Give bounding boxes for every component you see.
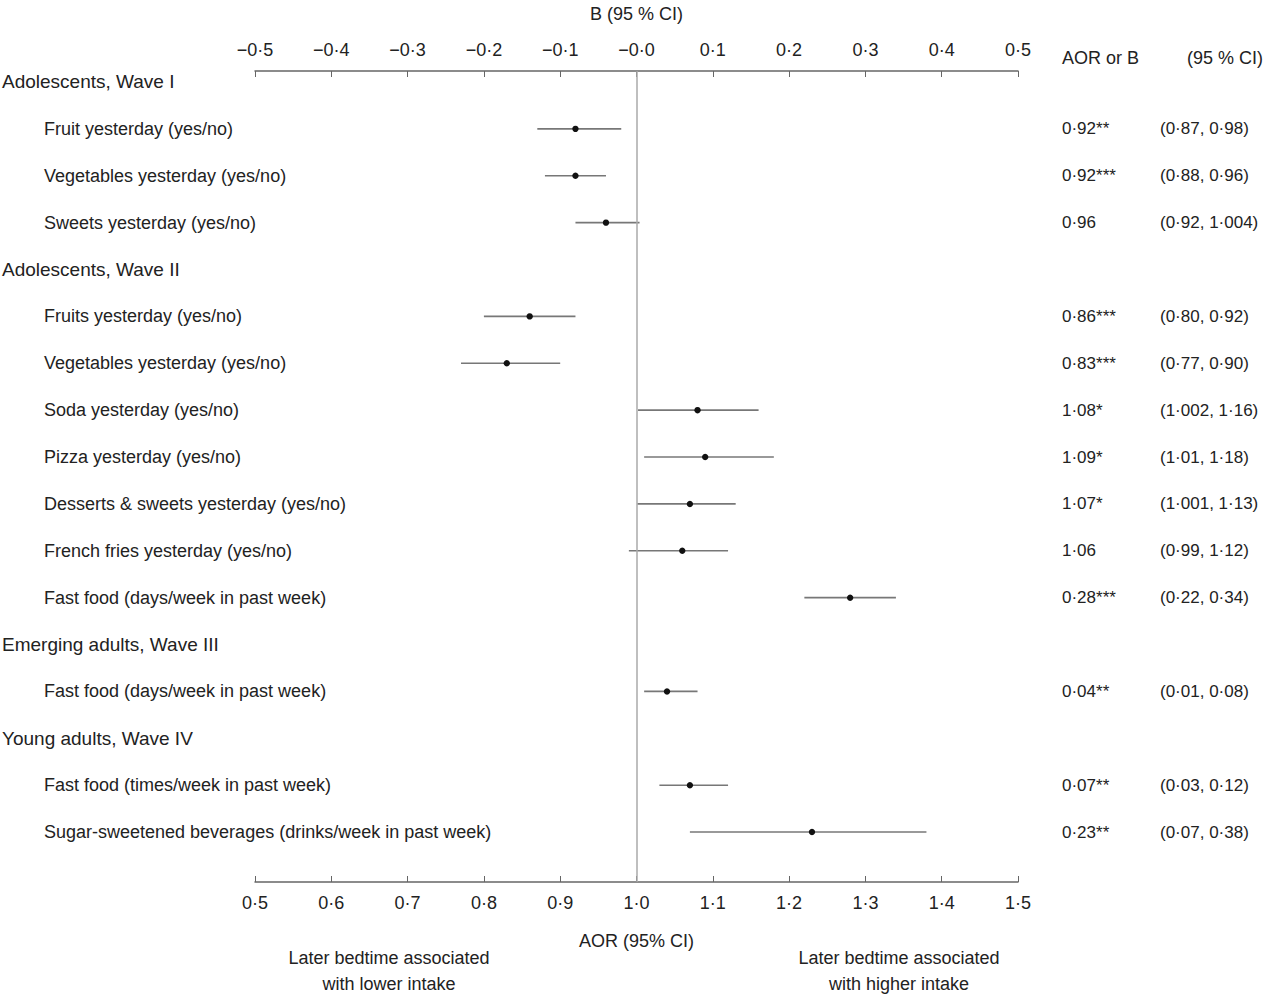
svg-text:(0·77, 0·90): (0·77, 0·90): [1160, 354, 1249, 373]
svg-text:Sugar-sweetened beverages (dri: Sugar-sweetened beverages (drinks/week i…: [44, 822, 491, 842]
svg-text:0·6: 0·6: [318, 893, 344, 913]
svg-text:(0·22, 0·34): (0·22, 0·34): [1160, 588, 1249, 607]
svg-text:1·07*: 1·07*: [1062, 494, 1103, 513]
svg-text:(1·002, 1·16): (1·002, 1·16): [1160, 401, 1258, 420]
svg-text:−0·3: −0·3: [389, 40, 426, 60]
svg-text:Emerging adults, Wave III: Emerging adults, Wave III: [2, 634, 219, 655]
svg-text:1·0: 1·0: [623, 893, 649, 913]
svg-text:B (95 % CI): B (95 % CI): [590, 4, 683, 24]
svg-text:1·09*: 1·09*: [1062, 448, 1103, 467]
svg-text:0·2: 0·2: [776, 40, 802, 60]
svg-text:(0·03, 0·12): (0·03, 0·12): [1160, 776, 1249, 795]
svg-text:0·83***: 0·83***: [1062, 354, 1116, 373]
svg-text:AOR or B: AOR or B: [1062, 48, 1139, 68]
svg-text:(95 % CI): (95 % CI): [1187, 48, 1263, 68]
svg-text:0·8: 0·8: [471, 893, 497, 913]
svg-text:(0·87, 0·98): (0·87, 0·98): [1160, 119, 1249, 138]
svg-text:0·3: 0·3: [852, 40, 878, 60]
svg-text:1·5: 1·5: [1005, 893, 1031, 913]
svg-text:with higher intake: with higher intake: [828, 974, 969, 994]
svg-text:0·5: 0·5: [242, 893, 268, 913]
svg-text:(0·88, 0·96): (0·88, 0·96): [1160, 166, 1249, 185]
svg-text:Pizza yesterday (yes/no): Pizza yesterday (yes/no): [44, 447, 241, 467]
svg-text:0·86***: 0·86***: [1062, 307, 1116, 326]
svg-text:1·2: 1·2: [776, 893, 802, 913]
svg-text:0·96: 0·96: [1062, 213, 1096, 232]
svg-text:0·1: 0·1: [700, 40, 726, 60]
svg-text:0·28***: 0·28***: [1062, 588, 1116, 607]
svg-text:(0·80, 0·92): (0·80, 0·92): [1160, 307, 1249, 326]
svg-text:1·08*: 1·08*: [1062, 401, 1103, 420]
svg-text:Desserts & sweets yesterday (y: Desserts & sweets yesterday (yes/no): [44, 494, 346, 514]
svg-text:Vegetables yesterday (yes/no): Vegetables yesterday (yes/no): [44, 166, 286, 186]
svg-text:0·92***: 0·92***: [1062, 166, 1116, 185]
svg-text:0·4: 0·4: [929, 40, 955, 60]
svg-text:1·3: 1·3: [852, 893, 878, 913]
svg-text:Later bedtime associated: Later bedtime associated: [288, 948, 489, 968]
svg-text:Fast food (days/week in past w: Fast food (days/week in past week): [44, 681, 326, 701]
svg-text:(0·01, 0·08): (0·01, 0·08): [1160, 682, 1249, 701]
svg-text:(0·99, 1·12): (0·99, 1·12): [1160, 541, 1249, 560]
svg-text:−0·2: −0·2: [466, 40, 503, 60]
svg-text:Fast food (times/week in past: Fast food (times/week in past week): [44, 775, 331, 795]
svg-text:AOR (95% CI): AOR (95% CI): [579, 931, 694, 951]
svg-text:(0·07, 0·38): (0·07, 0·38): [1160, 823, 1249, 842]
svg-text:−0·1: −0·1: [542, 40, 579, 60]
svg-text:Fruit yesterday (yes/no): Fruit yesterday (yes/no): [44, 119, 233, 139]
svg-text:0·04**: 0·04**: [1062, 682, 1110, 701]
svg-text:(1·01, 1·18): (1·01, 1·18): [1160, 448, 1249, 467]
svg-text:0·07**: 0·07**: [1062, 776, 1110, 795]
svg-text:(0·92, 1·004): (0·92, 1·004): [1160, 213, 1258, 232]
svg-text:0·7: 0·7: [395, 893, 421, 913]
svg-text:−0·0: −0·0: [618, 40, 655, 60]
svg-text:0·5: 0·5: [1005, 40, 1031, 60]
svg-text:1·4: 1·4: [929, 893, 955, 913]
svg-text:Fruits yesterday (yes/no): Fruits yesterday (yes/no): [44, 306, 242, 326]
svg-text:−0·5: −0·5: [237, 40, 274, 60]
svg-text:Fast food (days/week in past w: Fast food (days/week in past week): [44, 588, 326, 608]
svg-text:Sweets yesterday (yes/no): Sweets yesterday (yes/no): [44, 213, 256, 233]
svg-text:Adolescents, Wave II: Adolescents, Wave II: [2, 259, 180, 280]
svg-text:French fries yesterday (yes/no: French fries yesterday (yes/no): [44, 541, 292, 561]
svg-text:0·23**: 0·23**: [1062, 823, 1110, 842]
svg-text:0·9: 0·9: [547, 893, 573, 913]
svg-text:Adolescents, Wave I: Adolescents, Wave I: [2, 71, 174, 92]
svg-text:Later bedtime associated: Later bedtime associated: [798, 948, 999, 968]
svg-text:Young adults, Wave IV: Young adults, Wave IV: [2, 728, 193, 749]
svg-text:−0·4: −0·4: [313, 40, 350, 60]
svg-text:1·1: 1·1: [700, 893, 726, 913]
svg-text:1·06: 1·06: [1062, 541, 1096, 560]
svg-text:Soda yesterday (yes/no): Soda yesterday (yes/no): [44, 400, 239, 420]
svg-text:(1·001, 1·13): (1·001, 1·13): [1160, 494, 1258, 513]
svg-text:Vegetables yesterday (yes/no): Vegetables yesterday (yes/no): [44, 353, 286, 373]
svg-text:0·92**: 0·92**: [1062, 119, 1110, 138]
svg-text:with lower intake: with lower intake: [321, 974, 455, 994]
